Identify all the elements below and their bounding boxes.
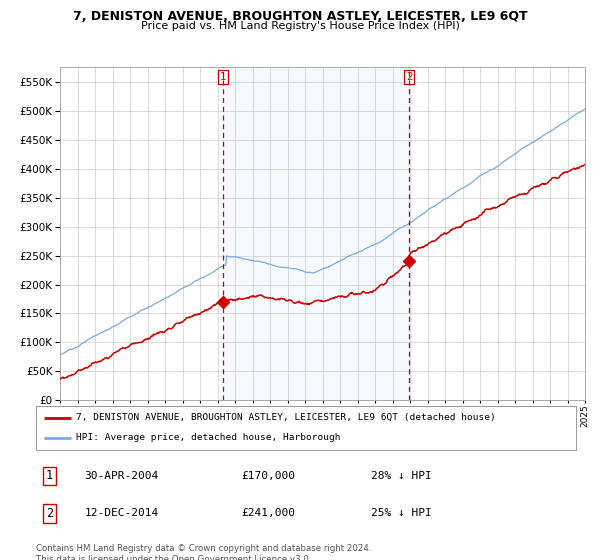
Text: 28% ↓ HPI: 28% ↓ HPI (371, 471, 431, 480)
Text: £170,000: £170,000 (241, 471, 295, 480)
Text: 2: 2 (406, 72, 412, 82)
Text: 7, DENISTON AVENUE, BROUGHTON ASTLEY, LEICESTER, LE9 6QT: 7, DENISTON AVENUE, BROUGHTON ASTLEY, LE… (73, 10, 527, 23)
Text: 12-DEC-2014: 12-DEC-2014 (85, 508, 159, 519)
Text: Price paid vs. HM Land Registry's House Price Index (HPI): Price paid vs. HM Land Registry's House … (140, 21, 460, 31)
Text: 30-APR-2004: 30-APR-2004 (85, 471, 159, 480)
Text: 2: 2 (46, 507, 53, 520)
Text: 1: 1 (220, 72, 227, 82)
Text: HPI: Average price, detached house, Harborough: HPI: Average price, detached house, Harb… (77, 433, 341, 442)
Bar (223, 67, 409, 400)
Text: 1: 1 (46, 469, 53, 482)
Text: £241,000: £241,000 (241, 508, 295, 519)
Text: Contains HM Land Registry data © Crown copyright and database right 2024.
This d: Contains HM Land Registry data © Crown c… (36, 544, 371, 560)
Text: 7, DENISTON AVENUE, BROUGHTON ASTLEY, LEICESTER, LE9 6QT (detached house): 7, DENISTON AVENUE, BROUGHTON ASTLEY, LE… (77, 413, 496, 422)
Text: 25% ↓ HPI: 25% ↓ HPI (371, 508, 431, 519)
